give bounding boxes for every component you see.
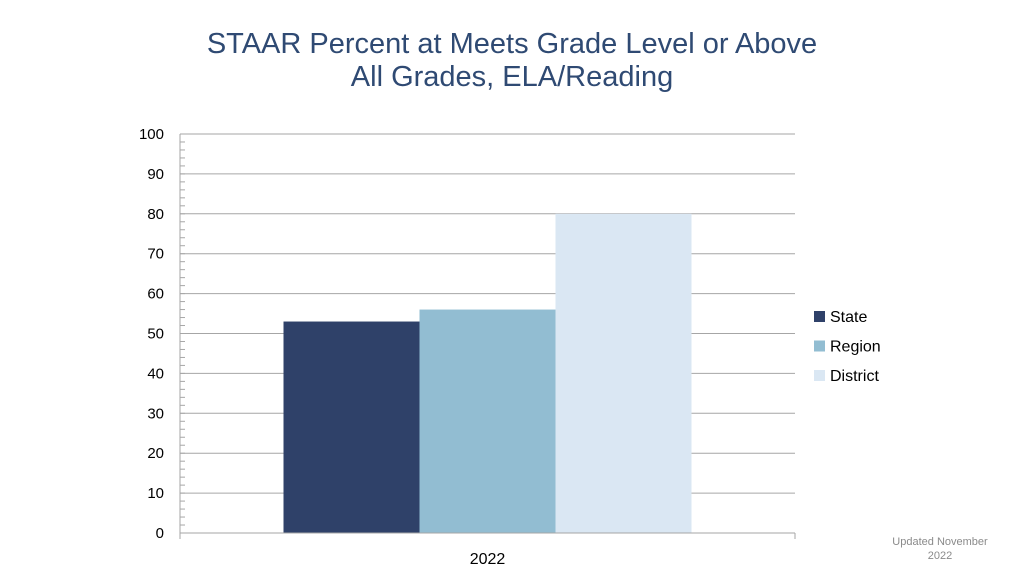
- y-tick-label: 100: [139, 126, 164, 143]
- legend-item-state: State: [814, 309, 867, 326]
- y-tick-label: 0: [156, 525, 164, 542]
- chart-title-line2: All Grades, ELA/Reading: [350, 61, 674, 93]
- y-tick-label: 40: [147, 365, 164, 382]
- bar-region: [419, 309, 556, 533]
- updated-note: Updated November 2022: [892, 536, 988, 562]
- bar-district: [555, 213, 692, 534]
- y-axis: 0 10 20 30 40 50 60 70 80 90 100: [139, 126, 185, 542]
- legend-label: Region: [830, 339, 881, 356]
- y-tick-label: 80: [147, 206, 164, 223]
- y-tick-label: 30: [147, 405, 164, 422]
- y-tick-label: 90: [147, 166, 164, 183]
- bar-state: [283, 321, 420, 533]
- legend-label: State: [830, 309, 867, 326]
- y-tick-label: 10: [147, 485, 164, 502]
- y-tick-label: 70: [147, 246, 164, 263]
- chart-title: STAAR Percent at Meets Grade Level or Ab…: [0, 28, 1024, 94]
- y-tick-label: 20: [147, 445, 164, 462]
- legend-item-region: Region: [814, 339, 881, 356]
- gridlines: [180, 133, 795, 534]
- legend-swatch: [814, 340, 825, 352]
- legend-item-district: District: [814, 368, 879, 385]
- y-tick-label: 60: [147, 286, 164, 303]
- legend-swatch: [814, 370, 825, 381]
- y-tick-label: 50: [147, 326, 164, 343]
- chart-title-line1: STAAR Percent at Meets Grade Level or Ab…: [206, 28, 818, 60]
- legend-swatch: [814, 311, 825, 322]
- x-tick-label: 2022: [470, 551, 506, 568]
- x-axis: 2022: [179, 532, 796, 568]
- legend-label: District: [830, 368, 879, 385]
- legend: State Region District: [814, 309, 881, 385]
- bars: [283, 213, 692, 534]
